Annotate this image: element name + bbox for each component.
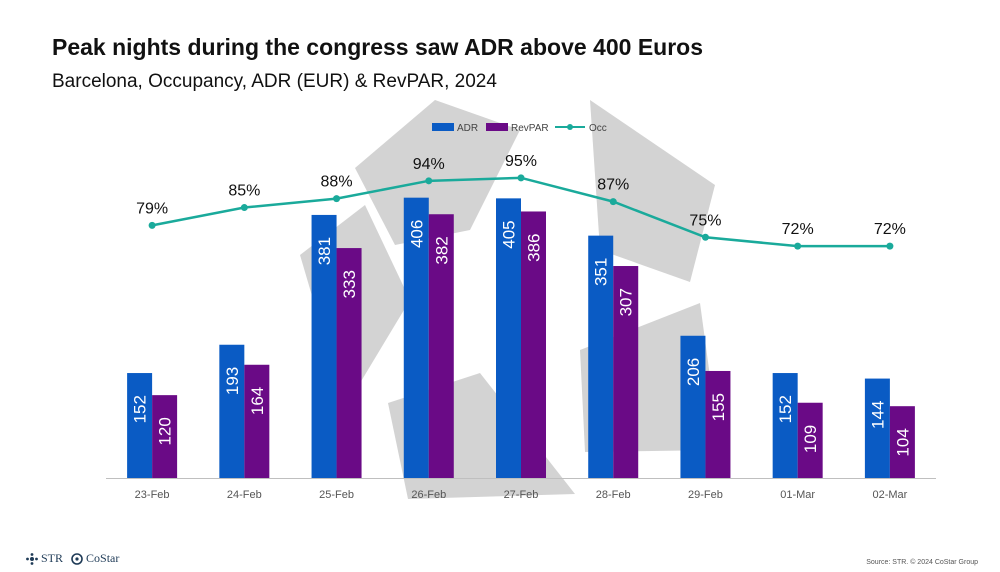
x-tick-label-25-Feb: 25-Feb (319, 489, 354, 501)
str-logo-text: STR (41, 551, 64, 565)
revpar-bar-29-Feb (705, 370, 731, 478)
revpar-bar-24-Feb (244, 364, 270, 478)
revpar-label-28-Feb: 307 (617, 288, 636, 316)
occ-label-26-Feb: 94% (413, 156, 445, 173)
revpar-bar-25-Feb (336, 248, 362, 478)
adr-label-24-Feb: 193 (223, 367, 242, 395)
x-tick-label-29-Feb: 29-Feb (688, 489, 723, 501)
adr-label-29-Feb: 206 (684, 358, 703, 386)
occ-label-01-Mar: 72% (782, 221, 814, 238)
occ-point-24-Feb (240, 204, 248, 212)
revpar-label-01-Mar: 109 (801, 425, 820, 453)
adr-label-25-Feb: 381 (315, 237, 334, 265)
occ-point-29-Feb (701, 233, 709, 241)
adr-label-26-Feb: 406 (407, 220, 426, 248)
revpar-bar-26-Feb (428, 214, 454, 478)
overlay-shape-2 (590, 100, 715, 282)
chart-subtitle: Barcelona, Occupancy, ADR (EUR) & RevPAR… (52, 71, 497, 92)
adr-label-28-Feb: 351 (592, 258, 611, 286)
x-tick-label-28-Feb: 28-Feb (596, 489, 631, 501)
revpar-label-23-Feb: 120 (156, 417, 175, 445)
occ-point-01-Mar (794, 242, 802, 250)
adr-bar-02-Mar (864, 378, 890, 478)
footer-logos: STR CoStar (26, 551, 119, 566)
adr-bar-25-Feb (311, 214, 337, 478)
legend: ADR RevPAR Occ (432, 123, 607, 134)
adr-bar-29-Feb (680, 335, 706, 478)
revpar-bar-28-Feb (613, 266, 639, 478)
legend-occ-marker (567, 124, 573, 130)
adr-label-23-Feb: 152 (131, 395, 150, 423)
legend-revpar-label: RevPAR (511, 123, 549, 134)
occ-label-27-Feb: 95% (505, 153, 537, 170)
adr-label-27-Feb: 405 (500, 220, 519, 248)
occ-line-group: 79% 85% 88% 94% 95% 87% 75% 72% 72% (136, 153, 906, 250)
str-mark-icon (26, 552, 38, 565)
x-tick-label-01-Mar: 01-Mar (780, 489, 815, 501)
revpar-bar-23-Feb (152, 395, 178, 478)
source-note: Source: STR. © 2024 CoStar Group (866, 559, 978, 566)
occ-point-27-Feb (517, 174, 525, 182)
legend-adr-label: ADR (457, 123, 478, 134)
legend-revpar-swatch (486, 123, 508, 131)
occ-label-28-Feb: 87% (597, 177, 629, 194)
occ-point-25-Feb (333, 195, 341, 203)
chart-title: Peak nights during the congress saw ADR … (52, 34, 703, 60)
revpar-bar-27-Feb (521, 211, 546, 478)
adr-bar-01-Mar (772, 373, 798, 478)
revpar-label-02-Mar: 104 (893, 428, 912, 456)
costar-mark-icon (71, 552, 83, 565)
revpar-label-26-Feb: 382 (432, 236, 451, 264)
adr-label-02-Mar: 144 (868, 401, 887, 429)
revpar-bar-01-Mar (797, 402, 823, 478)
adr-bar-24-Feb (219, 344, 245, 478)
x-tick-label-24-Feb: 24-Feb (227, 489, 262, 501)
adr-bar-28-Feb (588, 235, 614, 478)
revpar-label-24-Feb: 164 (248, 387, 267, 415)
str-logo: STR (26, 551, 63, 566)
occ-label-25-Feb: 88% (321, 174, 353, 191)
costar-logo: CoStar (71, 551, 119, 566)
occ-point-28-Feb (609, 198, 617, 206)
adr-label-01-Mar: 152 (776, 395, 795, 423)
x-axis: 23-Feb 24-Feb 25-Feb 26-Feb 27-Feb 28-Feb 29-F… (106, 478, 936, 501)
x-tick-label-23-Feb: 23-Feb (135, 489, 170, 501)
costar-logo-text: CoStar (86, 551, 120, 565)
adr-bar-23-Feb (127, 373, 153, 478)
occ-label-02-Mar: 72% (874, 221, 906, 238)
occ-label-23-Feb: 79% (136, 200, 168, 217)
occ-point-23-Feb (148, 221, 156, 229)
occ-point-02-Mar (886, 242, 894, 250)
revpar-label-25-Feb: 333 (340, 270, 359, 298)
x-tick-label-27-Feb: 27-Feb (504, 489, 539, 501)
x-tick-label-02-Mar: 02-Mar (872, 489, 907, 501)
bars-group: 152 120 193 164 381 333 406 382 405 386 351 307 206 1… (127, 197, 915, 478)
x-tick-label-26-Feb: 26-Feb (411, 489, 446, 501)
revpar-label-29-Feb: 155 (709, 393, 728, 421)
legend-adr-swatch (432, 123, 454, 131)
adr-bar-27-Feb (496, 198, 521, 478)
legend-occ-label: Occ (589, 123, 607, 134)
occ-label-24-Feb: 85% (228, 183, 260, 200)
revpar-label-27-Feb: 386 (525, 233, 544, 261)
adr-bar-26-Feb (403, 197, 429, 478)
overlay-shape-1 (355, 100, 520, 245)
revpar-bar-02-Mar (889, 406, 915, 478)
occ-label-29-Feb: 75% (689, 212, 721, 229)
occ-point-26-Feb (425, 177, 433, 185)
